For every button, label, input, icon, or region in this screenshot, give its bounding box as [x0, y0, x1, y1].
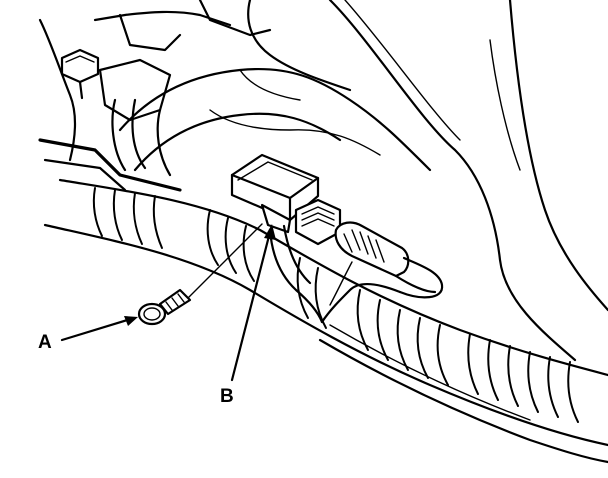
hex-bolt-upper	[60, 48, 100, 100]
leader-line-b	[230, 230, 272, 382]
mounting-bracket	[38, 98, 182, 192]
leader-lines	[60, 223, 276, 382]
arrowhead-a	[124, 316, 138, 326]
arrowhead-b	[264, 224, 276, 240]
alignment-line	[187, 223, 263, 299]
mounting-bolt	[137, 288, 192, 326]
sensor-unit	[230, 153, 342, 246]
wiring-harness-main	[43, 178, 608, 447]
harness-connector	[320, 221, 444, 324]
body-panel	[38, 0, 608, 362]
leader-line-a	[60, 316, 136, 342]
callout-label-b: B	[220, 386, 234, 407]
branch-wire	[268, 224, 324, 324]
callout-label-a: A	[38, 332, 52, 353]
lower-cable	[318, 324, 608, 464]
